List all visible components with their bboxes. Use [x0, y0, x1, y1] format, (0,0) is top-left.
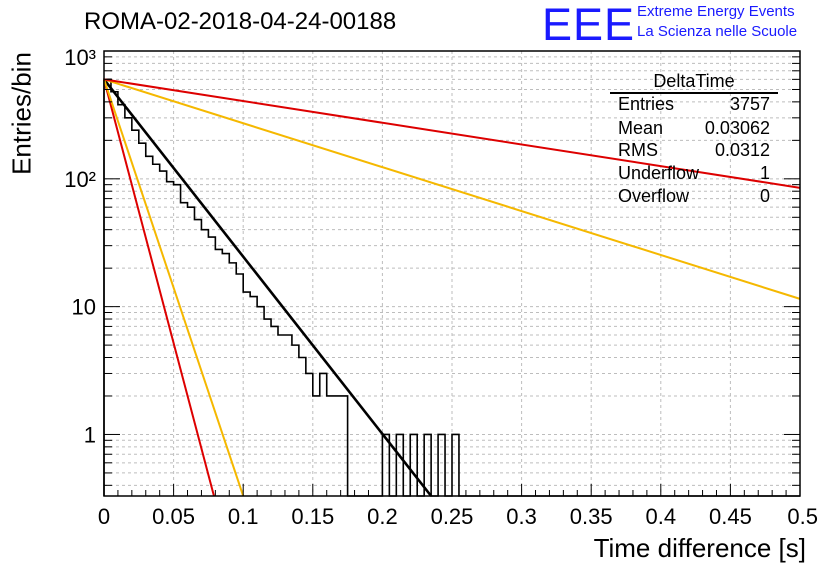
x-tick-label: 0.05 — [152, 504, 195, 529]
y-tick-label: 10² — [64, 167, 96, 192]
x-tick-label: 0.1 — [228, 504, 259, 529]
y-tick-label: 10 — [72, 295, 96, 320]
x-tick-label: 0 — [98, 504, 110, 529]
stats-title: DeltaTime — [653, 71, 735, 91]
x-tick-label: 0.2 — [367, 504, 398, 529]
stats-label: Underflow — [618, 163, 700, 183]
x-tick-label: 0.25 — [431, 504, 474, 529]
x-tick-label: 0.5 — [787, 504, 818, 529]
x-tick-label: 0.15 — [291, 504, 334, 529]
x-tick-label: 0.3 — [506, 504, 537, 529]
stats-value: 0.0312 — [714, 140, 770, 160]
red-curve-steep — [103, 79, 215, 497]
stats-value: 3757 — [729, 94, 770, 114]
stats-value: 1 — [759, 163, 770, 183]
logo-line-2: La Scienza nelle Scuole — [637, 23, 798, 40]
stats-label: Mean — [618, 118, 664, 138]
page-title: ROMA-02-2018-04-24-00188 — [84, 8, 397, 35]
x-tick-label: 0.4 — [646, 504, 677, 529]
eee-logo: EEE — [542, 0, 636, 50]
x-tick-label: 0.35 — [570, 504, 613, 529]
stats-value: 0.03062 — [704, 118, 770, 138]
yellow-curve-steep — [103, 79, 245, 497]
y-tick-label: 10³ — [64, 45, 96, 70]
stats-value: 0 — [759, 186, 770, 206]
yellow-curve-shallow — [103, 78, 801, 300]
x-tick-label: 0.45 — [709, 504, 752, 529]
fit-line — [102, 78, 433, 497]
red-curve-shallow — [103, 78, 801, 189]
x-axis-label: Time difference [s] — [593, 533, 806, 563]
stats-label: Overflow — [618, 186, 690, 206]
y-tick-label: 1 — [84, 422, 96, 447]
logo-line-1: Extreme Energy Events — [637, 3, 795, 20]
stats-divider — [610, 92, 778, 94]
stats-label: Entries — [618, 94, 675, 114]
stats-label: RMS — [618, 140, 658, 160]
y-axis-label: Entries/bin — [6, 52, 37, 175]
